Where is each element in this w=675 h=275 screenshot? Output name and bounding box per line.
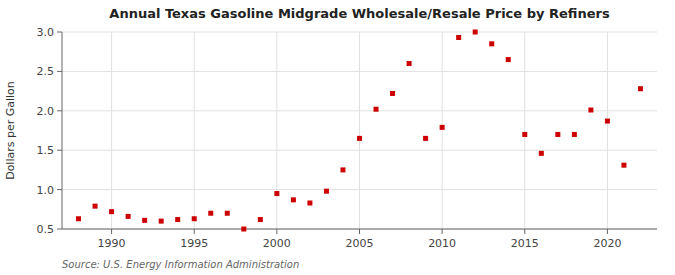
x-tick-label: 1995 [180, 237, 208, 250]
point [522, 132, 527, 137]
point [374, 107, 379, 112]
point [539, 151, 544, 156]
x-tick [524, 229, 525, 234]
point [241, 227, 246, 232]
point [225, 211, 230, 216]
x-grid-line [442, 32, 443, 229]
x-tick [359, 229, 360, 234]
point [621, 163, 626, 168]
point [208, 211, 213, 216]
point [638, 86, 643, 91]
point [307, 200, 312, 205]
y-tick [57, 150, 62, 151]
point [407, 61, 412, 66]
x-grid-line [524, 32, 525, 229]
point [605, 119, 610, 124]
x-grid-line [111, 32, 112, 229]
y-tick-label: 1.0 [37, 184, 55, 197]
point [473, 30, 478, 35]
point [142, 218, 147, 223]
point [258, 217, 263, 222]
point [440, 125, 445, 130]
point [159, 219, 164, 224]
x-tick [111, 229, 112, 234]
point [340, 167, 345, 172]
x-grid-line [194, 32, 195, 229]
point [572, 132, 577, 137]
source-note: Source: U.S. Energy Information Administ… [62, 259, 299, 270]
y-axis-label: Dollars per Gallon [4, 81, 17, 180]
x-tick [194, 229, 195, 234]
x-grid-line [359, 32, 360, 229]
y-tick-label: 2.5 [37, 65, 55, 78]
x-tick [442, 229, 443, 234]
point [126, 214, 131, 219]
point [291, 197, 296, 202]
point [324, 189, 329, 194]
y-tick-label: 3.0 [37, 26, 55, 39]
x-tick [607, 229, 608, 234]
point [456, 35, 461, 40]
y-tick [57, 189, 62, 190]
point [423, 136, 428, 141]
point [93, 204, 98, 209]
grid [62, 32, 657, 229]
x-tick-label: 1990 [98, 237, 126, 250]
y-tick [57, 71, 62, 72]
x-tick-label: 2010 [428, 237, 456, 250]
x-tick-label: 2000 [263, 237, 291, 250]
points [76, 30, 643, 232]
point [109, 209, 114, 214]
x-tick-label: 2020 [593, 237, 621, 250]
x-grid-line [276, 32, 277, 229]
y-axis-line [62, 32, 63, 229]
y-grid-line [62, 229, 657, 230]
x-tick-label: 2015 [511, 237, 539, 250]
point [274, 191, 279, 196]
point [588, 108, 593, 113]
chart: 0.5 1.0 1.5 2.0 2.5 3.0 1990 1995 2000 2005 2010 20… [0, 0, 675, 275]
title: Annual Texas Gasoline Midgrade Wholesale… [109, 6, 610, 21]
point [390, 91, 395, 96]
point [192, 216, 197, 221]
y-tick [57, 32, 62, 33]
point [175, 217, 180, 222]
x-tick [276, 229, 277, 234]
point [76, 216, 81, 221]
x-tick-label: 2005 [346, 237, 374, 250]
y-tick [57, 110, 62, 111]
point [357, 136, 362, 141]
point [489, 41, 494, 46]
y-tick-label: 0.5 [37, 223, 55, 236]
y-tick-label: 1.5 [37, 144, 55, 157]
x-grid-line [607, 32, 608, 229]
point [555, 132, 560, 137]
y-tick-label: 2.0 [37, 105, 55, 118]
y-tick [57, 229, 62, 230]
axes: 0.5 1.0 1.5 2.0 2.5 3.0 1990 1995 2000 2005 2010 20… [37, 26, 658, 250]
x-axis-line [62, 229, 657, 230]
point [506, 57, 511, 62]
